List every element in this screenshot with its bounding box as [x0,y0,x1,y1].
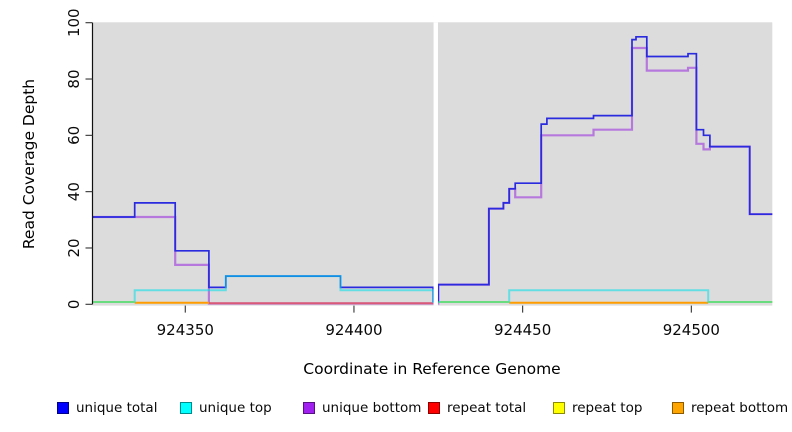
y-tick-label: 80 [65,69,83,88]
legend-label: repeat bottom [691,400,789,416]
legend-swatch-icon [428,402,440,414]
legend-swatch-icon [57,402,69,414]
x-tick-label: 924350 [157,321,214,339]
chart-plot-area: 0 20 40 60 80 100 924350 924400 924450 924500 [65,8,773,339]
legend-swatch-icon [672,402,684,414]
legend-label: repeat top [572,400,643,416]
y-tick-label: 60 [65,126,83,145]
legend-label: unique total [76,400,158,416]
x-axis-title: Coordinate in Reference Genome [303,360,561,378]
x-tick-label: 924450 [494,321,551,339]
legend-swatch-icon [180,402,192,414]
y-tick-label: 40 [65,182,83,201]
plot-background [92,22,773,306]
y-tick-label: 100 [65,8,83,37]
series-line-unique-top [92,275,773,303]
y-tick-label: 0 [65,300,83,310]
y-axis-title: Read Coverage Depth [20,78,38,250]
x-tick-label: 924500 [663,321,720,339]
x-tick-label: 924400 [325,321,382,339]
legend-swatch-icon [303,402,315,414]
legend-swatch-icon [553,402,565,414]
legend-label: repeat total [447,400,527,416]
y-tick-label: 20 [65,238,83,257]
legend-label: unique top [199,400,272,416]
missing-data-gap [433,22,438,306]
legend-label: unique bottom [322,400,422,416]
